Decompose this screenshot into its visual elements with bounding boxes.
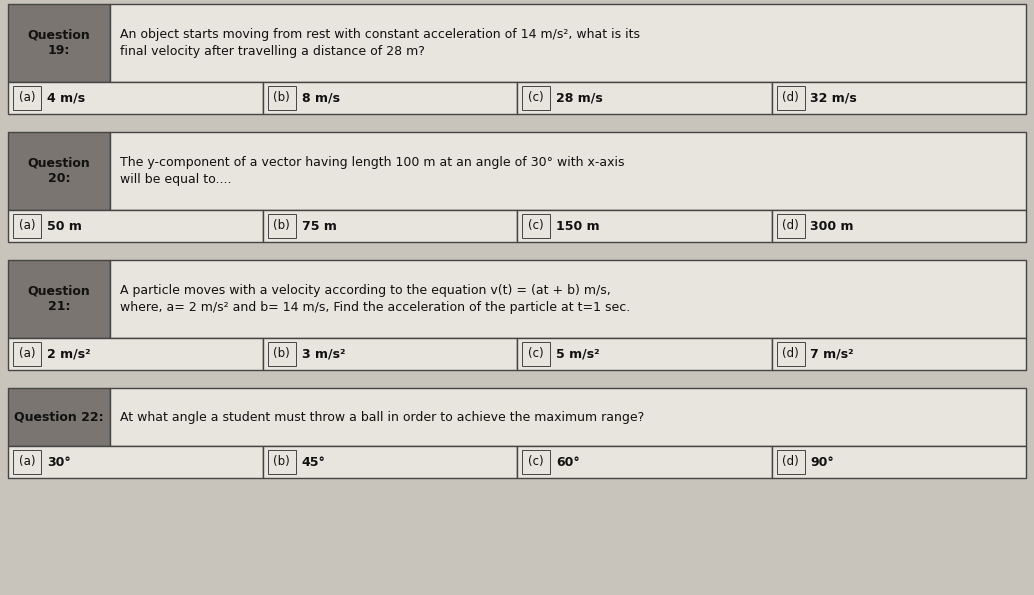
- Text: 60°: 60°: [556, 456, 580, 468]
- Bar: [110, 132, 1026, 210]
- Text: (b): (b): [273, 456, 290, 468]
- Text: (d): (d): [782, 92, 799, 105]
- Bar: [517, 338, 771, 370]
- Text: 75 m: 75 m: [302, 220, 336, 233]
- Text: (b): (b): [273, 347, 290, 361]
- Bar: [13, 450, 41, 474]
- Bar: [522, 86, 550, 110]
- Text: Question
19:: Question 19:: [28, 29, 90, 57]
- Bar: [522, 450, 550, 474]
- Text: Question
20:: Question 20:: [28, 157, 90, 185]
- Bar: [8, 132, 110, 210]
- Text: Question
21:: Question 21:: [28, 285, 90, 313]
- Bar: [771, 338, 1026, 370]
- Bar: [8, 446, 263, 478]
- Bar: [771, 210, 1026, 242]
- Bar: [8, 388, 110, 446]
- Text: 32 m/s: 32 m/s: [811, 92, 857, 105]
- Bar: [268, 450, 296, 474]
- Text: 300 m: 300 m: [811, 220, 854, 233]
- Text: 5 m/s²: 5 m/s²: [556, 347, 600, 361]
- Text: (a): (a): [19, 347, 35, 361]
- Text: (c): (c): [528, 220, 544, 233]
- Text: (d): (d): [782, 220, 799, 233]
- Bar: [110, 4, 1026, 82]
- Bar: [777, 450, 804, 474]
- Bar: [268, 86, 296, 110]
- Bar: [8, 210, 263, 242]
- Bar: [522, 342, 550, 366]
- Text: (b): (b): [273, 220, 290, 233]
- Bar: [522, 214, 550, 238]
- Text: 3 m/s²: 3 m/s²: [302, 347, 345, 361]
- Bar: [517, 446, 771, 478]
- Text: 7 m/s²: 7 m/s²: [811, 347, 854, 361]
- Bar: [777, 214, 804, 238]
- Bar: [268, 214, 296, 238]
- Text: At what angle a student must throw a ball in order to achieve the maximum range?: At what angle a student must throw a bal…: [120, 411, 644, 424]
- Bar: [8, 82, 263, 114]
- Text: An object starts moving from rest with constant acceleration of 14 m/s², what is: An object starts moving from rest with c…: [120, 28, 640, 58]
- Bar: [13, 342, 41, 366]
- Bar: [268, 342, 296, 366]
- Text: 90°: 90°: [811, 456, 834, 468]
- Bar: [517, 82, 771, 114]
- Text: 2 m/s²: 2 m/s²: [47, 347, 91, 361]
- Text: The y-component of a vector having length 100 m at an angle of 30° with x-axis
w: The y-component of a vector having lengt…: [120, 156, 625, 186]
- Text: (c): (c): [528, 456, 544, 468]
- Bar: [8, 260, 110, 338]
- Text: 30°: 30°: [47, 456, 70, 468]
- Bar: [263, 446, 517, 478]
- Text: (c): (c): [528, 347, 544, 361]
- Text: (a): (a): [19, 220, 35, 233]
- Text: (d): (d): [782, 456, 799, 468]
- Text: Question 22:: Question 22:: [14, 411, 103, 424]
- Text: 4 m/s: 4 m/s: [47, 92, 85, 105]
- Text: (c): (c): [528, 92, 544, 105]
- Text: 28 m/s: 28 m/s: [556, 92, 603, 105]
- Bar: [110, 260, 1026, 338]
- Text: (d): (d): [782, 347, 799, 361]
- Text: 8 m/s: 8 m/s: [302, 92, 339, 105]
- Text: (b): (b): [273, 92, 290, 105]
- Bar: [517, 210, 771, 242]
- Bar: [771, 82, 1026, 114]
- Text: 150 m: 150 m: [556, 220, 600, 233]
- Text: A particle moves with a velocity according to the equation v(t) = (at + b) m/s,
: A particle moves with a velocity accordi…: [120, 284, 631, 314]
- Bar: [263, 210, 517, 242]
- Bar: [13, 86, 41, 110]
- Bar: [771, 446, 1026, 478]
- Bar: [263, 338, 517, 370]
- Bar: [110, 388, 1026, 446]
- Text: (a): (a): [19, 92, 35, 105]
- Bar: [8, 338, 263, 370]
- Text: 45°: 45°: [302, 456, 326, 468]
- Bar: [263, 82, 517, 114]
- Bar: [777, 86, 804, 110]
- Bar: [8, 4, 110, 82]
- Bar: [777, 342, 804, 366]
- Bar: [13, 214, 41, 238]
- Text: (a): (a): [19, 456, 35, 468]
- Text: 50 m: 50 m: [47, 220, 82, 233]
